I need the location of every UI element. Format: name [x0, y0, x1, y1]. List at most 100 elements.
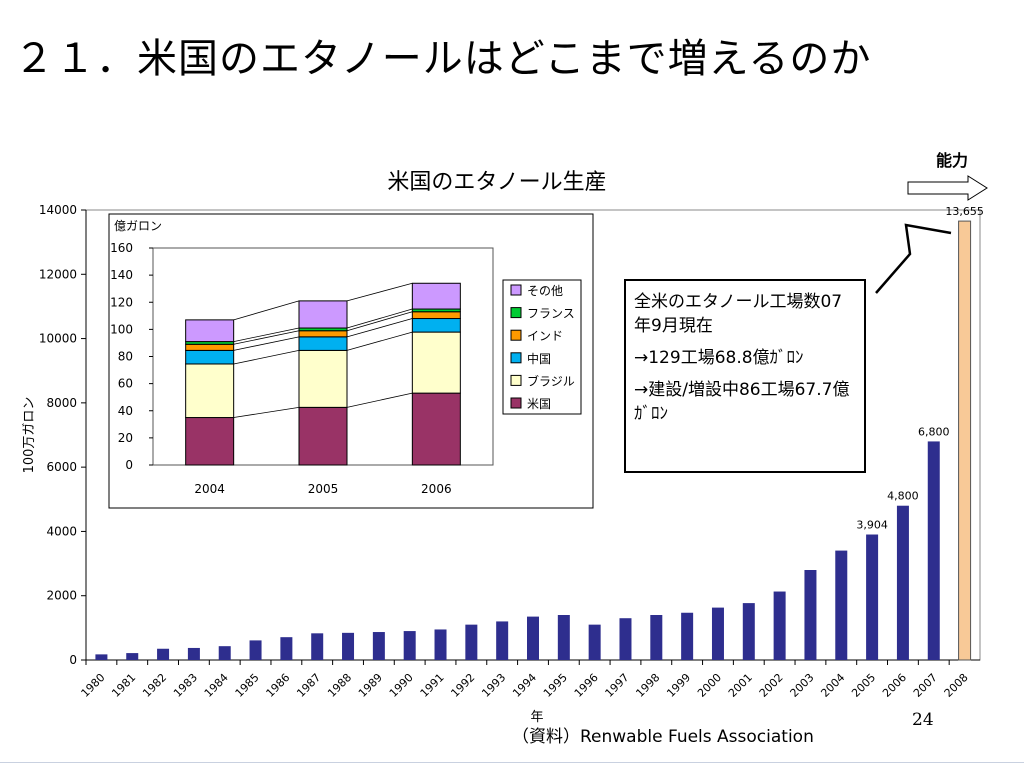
main-y-tick-label: 2000 — [46, 589, 77, 603]
main-x-tick-label: 2001 — [726, 671, 755, 700]
inset-connector — [346, 282, 413, 302]
inset-bar-2006-2 — [411, 331, 461, 394]
inset-legend-frame — [502, 279, 582, 415]
legend-swatch — [510, 352, 522, 364]
main-x-tick-label: 1986 — [264, 671, 293, 700]
main-bar-1983 — [187, 647, 200, 660]
legend-swatch — [510, 397, 522, 409]
inset-y-axis: 0 20 40 60 80 100 120 140 160 — [110, 241, 153, 472]
main-bar-1986 — [280, 637, 293, 660]
main-bar-2005 — [866, 534, 879, 660]
inset-connector-lines — [233, 282, 413, 418]
main-bar-1988 — [342, 632, 355, 660]
callout-pointer — [875, 223, 952, 294]
inset-connector — [233, 300, 300, 321]
main-x-tick-label: 2003 — [788, 671, 817, 700]
factory-info-box: 全米のエタノール工場数07年9月現在 →129工場68.8億ｶﾞﾛﾝ →建設/増… — [624, 279, 866, 473]
inset-bar-2004-4 — [185, 343, 235, 351]
main-x-tick-label: 2004 — [818, 671, 847, 700]
main-bar-2004 — [835, 550, 848, 660]
main-bar-1998 — [650, 615, 663, 660]
inset-x-tick-label: 2004 — [194, 482, 225, 496]
main-chart-title: 米国のエタノール生産 — [387, 170, 606, 195]
main-x-tick-label: 1989 — [356, 671, 385, 700]
main-y-tick-label: 4000 — [46, 524, 77, 538]
inset-y-tick-label: 60 — [118, 377, 133, 391]
main-x-tick-label: 1981 — [109, 671, 138, 700]
main-x-tick-label: 1982 — [140, 671, 169, 700]
main-x-axis: 1980 1981 1982 1983 1984 1985 1986 1987 1988 1989… — [79, 659, 980, 700]
inset-bar-2005-4 — [298, 330, 348, 338]
inset-x-tick-label: 2005 — [308, 482, 339, 496]
main-x-tick-label: 1988 — [325, 671, 354, 700]
main-x-tick-label: 1999 — [664, 671, 693, 700]
inset-bar-2005-2 — [298, 349, 348, 408]
main-bar-1994 — [527, 616, 539, 660]
main-bar-2001 — [742, 603, 755, 660]
main-x-tick-label: 2005 — [849, 671, 878, 700]
main-y-axis: 0 2000 4000 6000 8000 10000 12000 14000 — [39, 203, 87, 667]
inset-bar-2006-1 — [411, 392, 461, 466]
main-data-label-2008: 13,655 — [945, 205, 984, 218]
inset-bar-2005-1 — [298, 406, 348, 466]
main-x-tick-label: 1996 — [572, 671, 601, 700]
main-data-label-2005: 3,904 — [856, 519, 888, 532]
main-x-tick-label: 1991 — [418, 671, 447, 700]
main-x-tick-label: 1992 — [448, 671, 477, 700]
main-bar-1997 — [619, 618, 632, 660]
main-data-label-2007: 6,800 — [918, 425, 950, 438]
main-y-tick-label: 12000 — [39, 267, 77, 281]
main-y-axis-label: 100万ガロン — [22, 397, 37, 474]
main-bar-2000 — [711, 607, 724, 660]
legend-swatch — [510, 307, 522, 319]
inset-bar-2006-3 — [411, 318, 461, 333]
infobox-line-3: →建設/増設中86工場67.7億ｶﾞﾛﾝ — [634, 380, 850, 424]
infobox-line-1: 全米のエタノール工場数07年9月現在 — [634, 292, 843, 336]
inset-y-tick-label: 40 — [118, 404, 133, 418]
main-x-tick-label: 1994 — [510, 671, 539, 700]
main-bar-1981 — [126, 653, 139, 660]
infobox-line-2: →129工場68.8億ｶﾞﾛﾝ — [634, 348, 804, 368]
inset-connector — [233, 330, 300, 345]
inset-x-axis: 2004 2005 2006 — [194, 482, 451, 496]
inset-connector — [346, 392, 413, 408]
legend-label: 中国 — [527, 351, 551, 366]
main-bar-1996 — [588, 624, 601, 660]
main-x-tick-label: 1984 — [202, 671, 231, 700]
main-data-labels: 3,904 4,800 6,800 13,655 — [856, 205, 983, 531]
main-x-tick-label: 2008 — [942, 671, 971, 700]
legend-label: フランス — [527, 307, 575, 321]
main-bar-2003 — [804, 570, 817, 660]
legend-label: インド — [527, 329, 563, 343]
inset-bars — [185, 282, 461, 466]
main-y-tick-label: 14000 — [39, 203, 77, 217]
main-data-label-2006: 4,800 — [887, 490, 919, 503]
main-x-tick-label: 1998 — [633, 671, 662, 700]
main-y-tick-label: 8000 — [46, 396, 77, 410]
main-bar-1999 — [681, 612, 694, 660]
main-bar-2002 — [773, 591, 786, 660]
main-y-tick-label: 10000 — [39, 332, 77, 346]
main-bar-1980 — [95, 654, 108, 660]
inset-connector — [346, 318, 413, 338]
legend-swatch — [510, 329, 522, 341]
inset-connector — [233, 406, 300, 418]
inset-x-tick-label: 2006 — [421, 482, 452, 496]
source-note: （資料）Renwable Fuels Association — [512, 727, 814, 747]
capacity-arrow-icon — [907, 175, 988, 201]
slide-title: ２１．米国のエタノールはどこまで増えるのか — [14, 36, 872, 82]
inset-connector — [346, 311, 413, 332]
inset-bar-2005-6 — [298, 300, 348, 329]
inset-y-tick-label: 80 — [118, 350, 133, 364]
inset-bar-2004-1 — [185, 417, 235, 466]
legend-swatch — [510, 284, 522, 296]
main-x-tick-label: 1995 — [541, 671, 570, 700]
legend-swatch — [510, 374, 522, 386]
main-x-tick-label: 2006 — [880, 671, 909, 700]
main-x-tick-label: 1983 — [171, 671, 200, 700]
main-x-tick-label: 1985 — [233, 671, 262, 700]
page-number: 24 — [912, 710, 934, 730]
main-bar-1985 — [249, 640, 262, 660]
main-x-tick-label: 1980 — [79, 671, 108, 700]
